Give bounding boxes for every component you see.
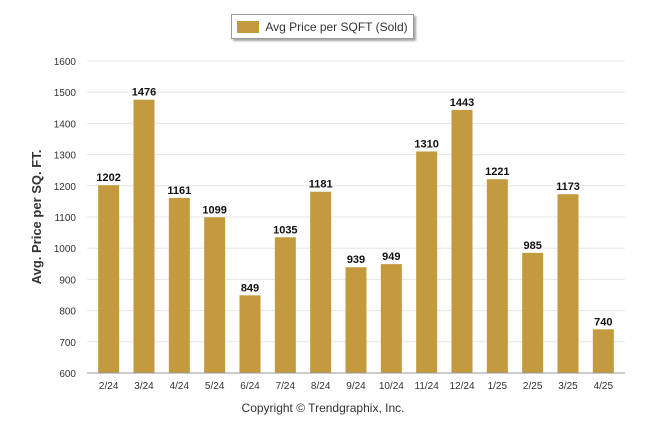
data-label: 985 — [523, 240, 541, 252]
data-label: 1443 — [450, 97, 474, 109]
x-tick-label: 5/24 — [205, 381, 225, 392]
data-label: 740 — [594, 316, 612, 328]
bar — [310, 191, 332, 373]
data-label: 1202 — [96, 172, 120, 184]
y-tick-label: 1600 — [54, 57, 77, 68]
data-labels: 1202 1476 1161 1099 849 1035 1181 939 949 1310 144… — [96, 87, 612, 329]
x-tick-label: 9/24 — [346, 381, 366, 392]
data-label: 1173 — [556, 181, 580, 193]
x-tick-label: 12/24 — [449, 381, 474, 392]
bar — [345, 267, 367, 373]
x-tick-label: 7/24 — [276, 381, 296, 392]
bar — [239, 295, 261, 373]
bar — [592, 329, 614, 373]
bar — [168, 197, 190, 373]
x-tick-label: 10/24 — [379, 381, 404, 392]
x-tick-label: 4/24 — [170, 381, 190, 392]
legend-label: Avg Price per SQFT (Sold) — [265, 19, 408, 34]
data-label: 1099 — [202, 204, 226, 216]
x-tick-label: 2/25 — [523, 381, 543, 392]
x-tick-label: 2/24 — [99, 381, 119, 392]
x-tick-labels: 2/24 3/24 4/24 5/24 6/24 7/24 8/24 9/24 10/24 11/… — [99, 381, 614, 392]
x-tick-label: 6/24 — [240, 381, 260, 392]
y-axis-title: Avg. Price per SQ. FT. — [29, 150, 44, 285]
y-tick-label: 1500 — [54, 88, 77, 99]
y-tick-labels: 600 700 800 900 1000 1100 1200 1300 1400 1500 1600 — [54, 57, 77, 380]
y-tick-label: 800 — [59, 307, 76, 318]
y-tick-label: 700 — [59, 338, 76, 349]
y-tick-label: 1200 — [54, 182, 77, 193]
y-tick-label: 1000 — [54, 244, 77, 255]
bar — [557, 194, 579, 373]
bar — [204, 217, 226, 373]
data-label: 1181 — [309, 179, 333, 191]
bar — [416, 151, 438, 373]
x-tick-label: 11/24 — [415, 381, 440, 392]
bar — [486, 179, 508, 373]
bar — [451, 109, 473, 373]
bar — [274, 237, 296, 373]
bars — [98, 99, 614, 374]
data-label: 849 — [241, 282, 259, 294]
bar — [98, 185, 120, 373]
x-tick-label: 3/25 — [558, 381, 578, 392]
data-label: 1310 — [414, 138, 438, 150]
y-tick-label: 600 — [59, 369, 76, 380]
y-tick-label: 1100 — [54, 213, 76, 224]
y-tick-label: 1400 — [54, 119, 77, 130]
x-tick-label: 1/25 — [488, 381, 508, 392]
data-label: 1221 — [485, 166, 509, 178]
legend-swatch — [237, 20, 260, 33]
y-tick-label: 1300 — [54, 151, 77, 162]
data-label: 1035 — [273, 224, 297, 236]
data-label: 939 — [347, 254, 365, 266]
data-label: 949 — [382, 251, 400, 263]
x-tick-label: 8/24 — [311, 381, 331, 392]
bar — [522, 252, 544, 373]
bar — [133, 99, 155, 374]
bar — [380, 264, 402, 373]
x-tick-label: 4/25 — [594, 381, 614, 392]
y-tick-label: 900 — [59, 275, 76, 286]
data-label: 1161 — [167, 185, 191, 197]
legend: Avg Price per SQFT (Sold) — [231, 14, 414, 39]
x-tick-label: 3/24 — [134, 381, 154, 392]
copyright-text: Copyright © Trendgraphix, Inc. — [241, 401, 405, 415]
data-label: 1476 — [132, 87, 156, 99]
